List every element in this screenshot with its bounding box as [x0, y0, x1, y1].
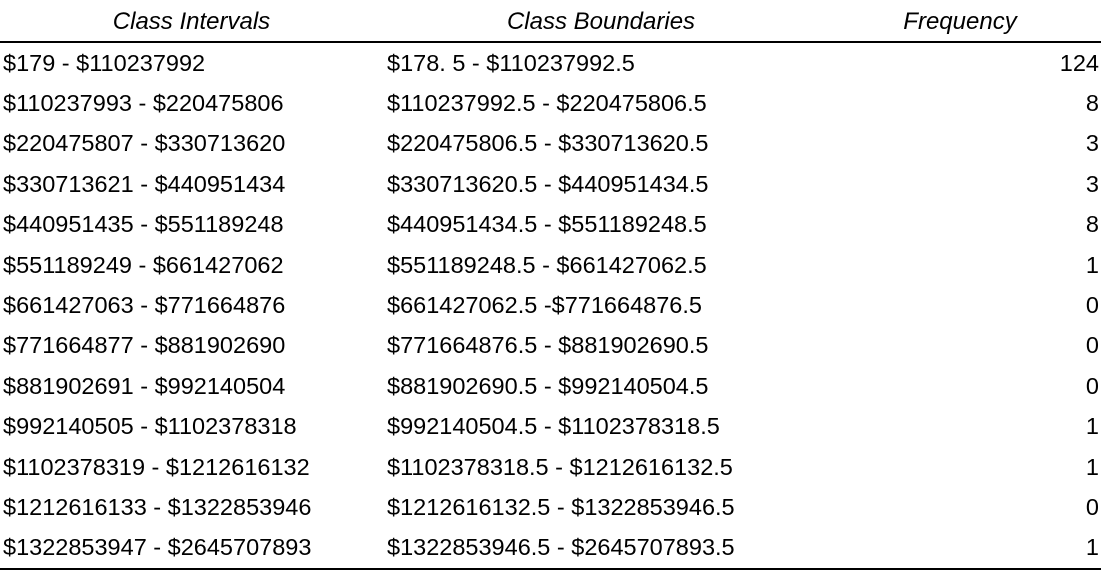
class-boundary-cell: $771664876.5 - $881902690.5: [387, 332, 709, 359]
class-boundary-cell: $440951434.5 - $551189248.5: [387, 211, 707, 238]
table-row: $440951435 - $551189248 $440951434.5 - $5…: [0, 205, 1101, 245]
class-boundary-cell: $992140504.5 - $1102378318.5: [387, 413, 720, 440]
table-row: $220475807 - $330713620 $220475806.5 - $3…: [0, 124, 1101, 164]
frequency-cell: 3: [1085, 170, 1099, 197]
class-boundaries-header: Class Boundaries: [383, 3, 819, 43]
frequency-cell: 1: [1085, 251, 1099, 278]
class-interval-cell: $771664877 - $881902690: [3, 332, 286, 359]
table-row: $1212616133 - $1322853946 $1212616132.5 -…: [0, 487, 1101, 527]
table-header-row: Class Intervals Class Boundaries Frequen…: [0, 3, 1101, 43]
class-interval-cell: $1212616133 - $1322853946: [3, 493, 312, 520]
class-boundary-cell: $1322853946.5 - $2645707893.5: [383, 527, 819, 571]
class-interval-cell: $992140505 - $1102378318: [3, 413, 297, 440]
frequency-header: Frequency: [819, 3, 1101, 43]
table-row: $1322853947 - $2645707893 $1322853946.5 -…: [0, 527, 1101, 571]
frequency-cell: 1: [819, 527, 1101, 571]
frequency-distribution-table: Class Intervals Class Boundaries Frequen…: [0, 3, 1101, 571]
table-row: $881902691 - $992140504 $881902690.5 - $9…: [0, 366, 1101, 406]
frequency-cell: 124: [1059, 49, 1099, 76]
frequency-cell: 0: [1085, 292, 1099, 319]
table-row: $330713621 - $440951434 $330713620.5 - $4…: [0, 164, 1101, 204]
class-interval-cell: $440951435 - $551189248: [3, 211, 284, 238]
table-row: $179 - $110237992 $178. 5 - $110237992.5 1…: [0, 42, 1101, 83]
class-boundary-cell: $178. 5 - $110237992.5: [387, 49, 635, 76]
table-row: $1102378319 - $1212616132 $1102378318.5 -…: [0, 447, 1101, 487]
frequency-cell: 0: [1085, 493, 1099, 520]
frequency-cell: 1: [1085, 413, 1099, 440]
class-boundary-cell: $661427062.5 -$771664876.5: [387, 292, 702, 319]
class-interval-cell: $179 - $110237992: [3, 49, 206, 76]
frequency-cell: 0: [1085, 372, 1099, 399]
table-row: $110237993 - $220475806 $110237992.5 - $2…: [0, 83, 1101, 123]
table-row: $661427063 - $771664876 $661427062.5 -$7…: [0, 285, 1101, 325]
frequency-cell: 3: [1085, 130, 1099, 157]
class-boundary-cell: $110237992.5 - $220475806.5: [387, 90, 707, 117]
class-boundary-cell: $220475806.5 - $330713620.5: [387, 130, 709, 157]
table-body: $179 - $110237992 $178. 5 - $110237992.5 1…: [0, 42, 1101, 571]
table-row: $992140505 - $1102378318 $992140504.5 - …: [0, 407, 1101, 447]
class-interval-cell: $881902691 - $992140504: [3, 372, 286, 399]
class-interval-cell: $330713621 - $440951434: [3, 170, 286, 197]
frequency-cell: 8: [1085, 90, 1099, 117]
class-intervals-header: Class Intervals: [0, 3, 383, 43]
class-boundary-cell: $551189248.5 - $661427062.5: [387, 251, 707, 278]
frequency-cell: 8: [1085, 211, 1099, 238]
table-row: $551189249 - $661427062 $551189248.5 - $6…: [0, 245, 1101, 285]
frequency-cell: 0: [1085, 332, 1099, 359]
class-interval-cell: $110237993 - $220475806: [3, 90, 284, 117]
class-interval-cell: $1102378319 - $1212616132: [3, 453, 310, 480]
class-boundary-cell: $1102378318.5 - $1212616132.5: [387, 453, 733, 480]
class-boundary-cell: $881902690.5 - $992140504.5: [387, 372, 709, 399]
class-interval-cell: $551189249 - $661427062: [3, 251, 284, 278]
class-boundary-cell: $330713620.5 - $440951434.5: [387, 170, 709, 197]
class-interval-cell: $661427063 - $771664876: [3, 292, 286, 319]
frequency-cell: 1: [1085, 453, 1099, 480]
class-interval-cell: $220475807 - $330713620: [3, 130, 286, 157]
table-row: $771664877 - $881902690 $771664876.5 - $8…: [0, 326, 1101, 366]
class-interval-cell: $1322853947 - $2645707893: [0, 527, 383, 571]
class-boundary-cell: $1212616132.5 - $1322853946.5: [387, 493, 735, 520]
